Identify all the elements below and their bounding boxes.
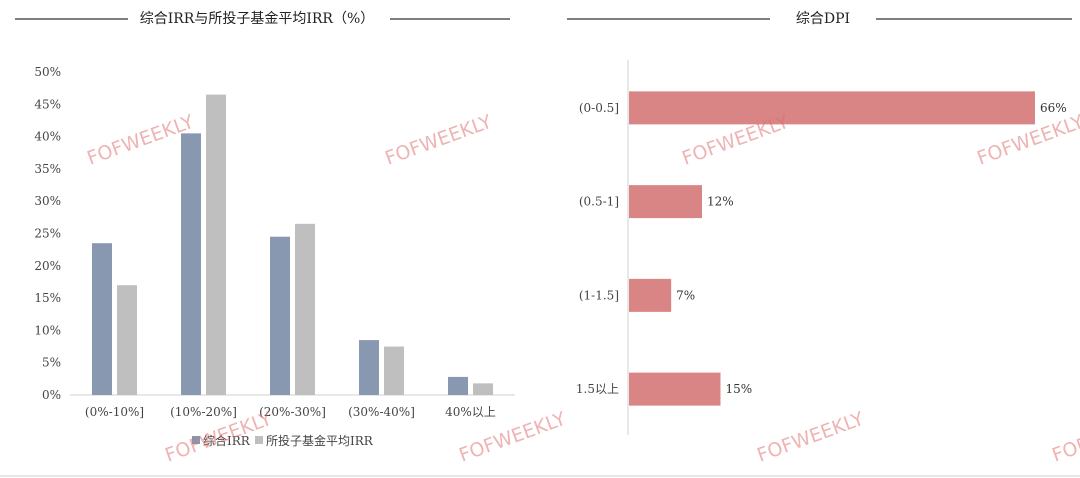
irr-chart-title: 综合IRR与所投子基金平均IRR（%） <box>140 10 375 27</box>
dpi-chart-title: 综合DPI <box>796 11 850 27</box>
irr-category-label: (30%-40%] <box>348 405 415 419</box>
irr-y-tick-label: 5% <box>42 356 61 370</box>
irr-bar-composite <box>448 376 468 395</box>
legend-label: 所投子基金平均IRR <box>266 433 374 448</box>
irr-y-tick-label: 35% <box>34 162 61 176</box>
irr-legend: 综合IRR 所投子基金平均IRR <box>192 433 374 448</box>
irr-category-label: (20%-30%] <box>259 405 326 419</box>
dpi-category-label: (1-1.5] <box>579 288 619 302</box>
irr-category-label: (0%-10%] <box>85 405 144 419</box>
irr-y-tick-label: 10% <box>34 323 61 337</box>
dpi-value-label: 12% <box>707 195 734 209</box>
dpi-value-label: 7% <box>676 288 695 302</box>
irr-y-tick-label: 30% <box>34 194 61 208</box>
irr-bar-subfund <box>384 346 404 395</box>
irr-chart-header: 综合IRR与所投子基金平均IRR（%） <box>15 10 510 27</box>
irr-y-tick-label: 50% <box>34 65 61 79</box>
irr-y-tick-label: 15% <box>34 291 61 305</box>
irr-y-tick-label: 0% <box>42 388 61 402</box>
dpi-bar <box>629 278 672 312</box>
dpi-category-label: (0.5-1] <box>579 195 619 209</box>
dpi-bar <box>629 91 1035 125</box>
dpi-value-label: 15% <box>726 382 753 396</box>
dpi-bar <box>629 372 721 406</box>
irr-bar-composite <box>181 133 201 395</box>
irr-bar-composite <box>270 236 290 395</box>
watermark-text: FOFWEEKLY <box>84 111 197 170</box>
irr-bar-subfund <box>117 285 137 395</box>
legend-swatch <box>255 436 263 444</box>
dpi-chart-header: 综合DPI <box>567 11 1072 27</box>
irr-bar-subfund <box>473 383 493 395</box>
watermark-text: FOFWEEKLY <box>382 111 495 170</box>
irr-bar-composite <box>92 243 112 395</box>
irr-y-tick-label: 45% <box>34 97 61 111</box>
irr-category-label: (10%-20%] <box>170 405 237 419</box>
irr-y-tick-label: 25% <box>34 227 61 241</box>
irr-y-tick-label: 20% <box>34 259 61 273</box>
irr-bar-subfund <box>295 223 315 395</box>
irr-bar-subfund <box>206 94 226 396</box>
dpi-category-label: 1.5以上 <box>576 382 619 396</box>
irr-bar-composite <box>359 340 379 395</box>
watermark-text: FOFWEEKLY <box>1049 408 1080 467</box>
dpi-bar <box>629 185 702 219</box>
dpi-chart: (0-0.5] 66% (0.5-1] 12% (1-1.5] 7% 1.5以上 15% <box>576 60 1067 435</box>
dpi-category-label: (0-0.5] <box>579 101 619 115</box>
irr-y-tick-label: 40% <box>34 130 61 144</box>
dpi-value-label: 66% <box>1040 101 1067 115</box>
watermark-text: FOFWEEKLY <box>754 408 867 467</box>
irr-category-label: 40%以上 <box>445 405 496 419</box>
irr-chart: 0% 5% 10% 15% 20% 25% 30% 35% 40% 45% 50% (0%-10%] (… <box>34 65 515 448</box>
legend-label: 综合IRR <box>203 433 251 448</box>
legend-swatch <box>192 436 200 444</box>
